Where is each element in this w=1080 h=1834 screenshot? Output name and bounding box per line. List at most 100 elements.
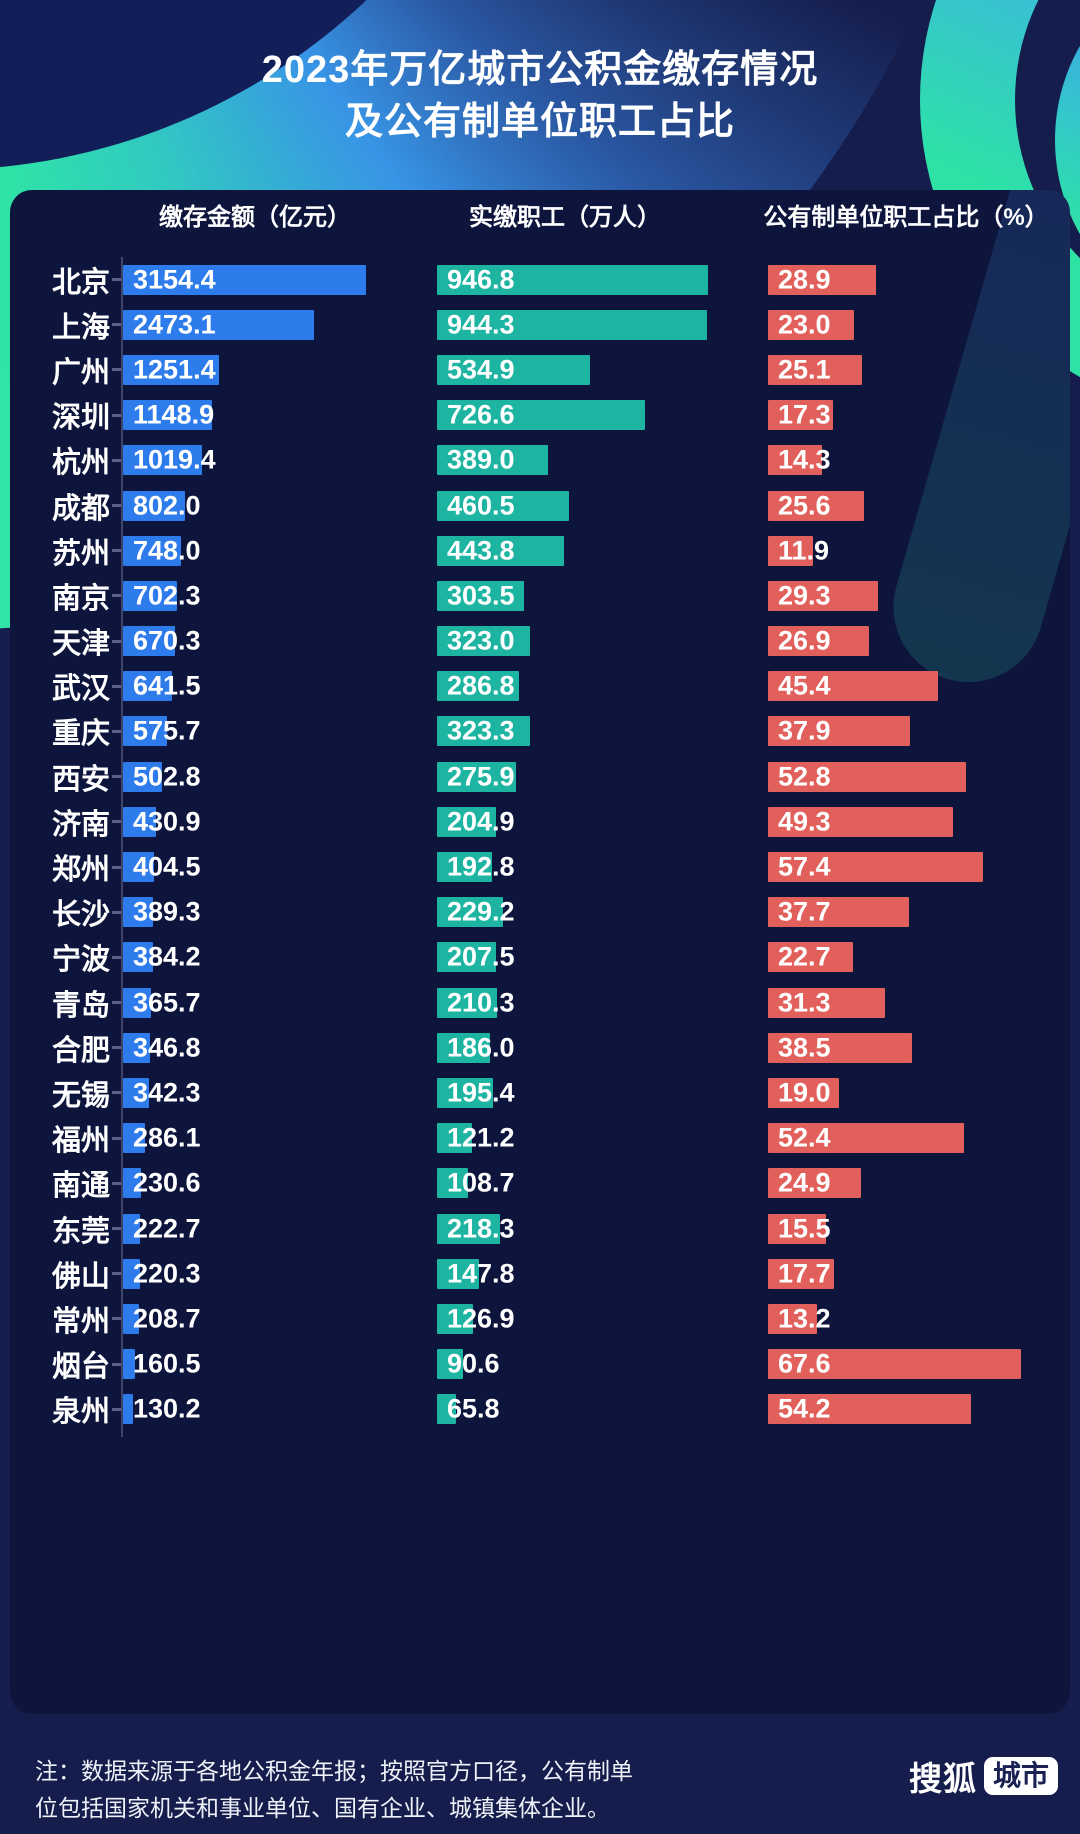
employees-value: 303.5 xyxy=(447,580,515,611)
employees-bar: 286.8 xyxy=(437,671,520,702)
table-row: 西安 502.8 275.9 52.8 xyxy=(10,754,1070,799)
ratio-value: 25.1 xyxy=(778,354,831,385)
deposit-bar: 346.8 xyxy=(123,1032,201,1063)
employees-bar: 726.6 xyxy=(437,400,645,431)
ratio-value: 37.9 xyxy=(778,715,831,746)
table-row: 天津 670.3 323.0 26.9 xyxy=(10,619,1070,664)
deposit-bar: 389.3 xyxy=(123,897,201,928)
ratio-bar: 23.0 xyxy=(768,309,855,340)
tick-mark xyxy=(112,1227,121,1231)
employees-value: 229.2 xyxy=(447,896,515,927)
ratio-value: 11.9 xyxy=(778,535,830,566)
ratio-value: 49.3 xyxy=(778,806,831,837)
table-row: 青岛 365.7 210.3 31.3 xyxy=(10,980,1070,1025)
deposit-value: 220.3 xyxy=(133,1258,201,1289)
ratio-bar: 24.9 xyxy=(768,1167,862,1199)
tick-mark xyxy=(112,1136,121,1140)
city-label: 苏州 xyxy=(51,537,110,570)
ratio-value: 14.3 xyxy=(778,444,831,475)
city-label: 长沙 xyxy=(51,899,110,932)
employees-value: 946.8 xyxy=(447,264,515,295)
tick-mark xyxy=(112,278,121,282)
deposit-value: 1148.9 xyxy=(133,399,215,430)
table-row: 常州 208.7 126.9 13.2 xyxy=(10,1296,1070,1341)
deposit-bar: 670.3 xyxy=(123,626,201,657)
employees-value: 204.9 xyxy=(447,806,515,837)
ratio-bar: 37.9 xyxy=(768,715,910,747)
employees-bar: 443.8 xyxy=(437,535,564,566)
ratio-value: 15.5 xyxy=(778,1213,831,1244)
deposit-bar: 502.8 xyxy=(123,761,201,792)
table-row: 无锡 342.3 195.4 19.0 xyxy=(10,1070,1070,1115)
table-row: 武汉 641.5 286.8 45.4 xyxy=(10,664,1070,709)
ratio-bar: 15.5 xyxy=(768,1213,831,1244)
tick-mark xyxy=(112,1001,121,1005)
city-label: 常州 xyxy=(51,1305,110,1338)
ratio-bar: 22.7 xyxy=(768,941,853,973)
table-row: 成都 802.0 460.5 25.6 xyxy=(10,483,1070,528)
table-row: 广州 1251.4 534.9 25.1 xyxy=(10,347,1070,392)
table-row: 佛山 220.3 147.8 17.7 xyxy=(10,1251,1070,1296)
employees-bar: 195.4 xyxy=(437,1077,515,1108)
tick-mark xyxy=(112,1091,121,1095)
ratio-bar: 45.4 xyxy=(768,670,938,702)
employees-bar: 90.6 xyxy=(437,1349,500,1380)
ratio-value: 13.2 xyxy=(778,1303,831,1334)
deposit-bar: 230.6 xyxy=(123,1168,201,1199)
ratio-bar: 17.3 xyxy=(768,400,833,431)
ratio-value: 54.2 xyxy=(778,1393,831,1424)
employees-bar: 126.9 xyxy=(437,1303,515,1334)
chart-panel: 缴存金额（亿元） 实缴职工（万人） 公有制单位职工占比（%） 北京 3154.4… xyxy=(10,190,1070,1714)
ratio-value: 24.9 xyxy=(778,1167,831,1198)
deposit-bar: 1019.4 xyxy=(123,445,216,476)
tick-mark xyxy=(112,910,121,914)
employees-bar: 186.0 xyxy=(437,1032,515,1063)
deposit-bar: 748.0 xyxy=(123,535,201,566)
ratio-value: 45.4 xyxy=(778,670,831,701)
deposit-bar: 1148.9 xyxy=(123,399,215,431)
ratio-bar: 67.6 xyxy=(768,1348,1021,1380)
ratio-bar: 54.2 xyxy=(768,1393,971,1425)
ratio-value: 52.4 xyxy=(778,1122,831,1153)
deposit-bar: 220.3 xyxy=(123,1258,201,1289)
employees-bar: 207.5 xyxy=(437,942,515,973)
table-row: 长沙 389.3 229.2 37.7 xyxy=(10,890,1070,935)
page-title: 2023年万亿城市公积金缴存情况 及公有制单位职工占比 xyxy=(0,44,1080,148)
city-label: 上海 xyxy=(51,311,110,344)
city-label: 烟台 xyxy=(51,1351,110,1384)
deposit-bar: 641.5 xyxy=(123,671,201,702)
table-row: 郑州 404.5 192.8 57.4 xyxy=(10,844,1070,889)
deposit-value: 160.5 xyxy=(133,1348,201,1379)
deposit-value: 1019.4 xyxy=(133,444,216,475)
employees-value: 195.4 xyxy=(447,1077,515,1108)
employees-value: 323.0 xyxy=(447,625,515,656)
deposit-value: 641.5 xyxy=(133,670,201,701)
ratio-value: 22.7 xyxy=(778,941,831,972)
deposit-bar: 365.7 xyxy=(123,987,201,1018)
deposit-value: 575.7 xyxy=(133,715,201,746)
source-note-line-1: 注：数据来源于各地公积金年报；按照官方口径，公有制单 xyxy=(35,1758,633,1784)
ratio-value: 67.6 xyxy=(778,1348,831,1379)
ratio-value: 28.9 xyxy=(778,264,831,295)
employees-value: 186.0 xyxy=(447,1032,515,1063)
city-label: 武汉 xyxy=(51,673,110,706)
ratio-bar: 17.7 xyxy=(768,1258,835,1289)
employees-bar: 389.0 xyxy=(437,445,549,476)
employees-bar: 147.8 xyxy=(437,1258,515,1289)
employees-bar: 204.9 xyxy=(437,806,515,837)
ratio-value: 38.5 xyxy=(778,1032,831,1063)
city-label: 南通 xyxy=(51,1170,110,1203)
tick-mark xyxy=(112,775,121,779)
tick-mark xyxy=(112,594,121,598)
deposit-value: 2473.1 xyxy=(133,309,216,340)
deposit-bar: 802.0 xyxy=(123,490,201,521)
city-label: 重庆 xyxy=(51,718,110,751)
tick-mark xyxy=(112,549,121,553)
employees-bar: 121.2 xyxy=(437,1123,515,1154)
employees-bar: 108.7 xyxy=(437,1168,515,1199)
employees-value: 275.9 xyxy=(447,761,515,792)
ratio-bar: 38.5 xyxy=(768,1032,913,1063)
employees-value: 126.9 xyxy=(447,1303,515,1334)
ratio-bar: 13.2 xyxy=(768,1303,831,1334)
